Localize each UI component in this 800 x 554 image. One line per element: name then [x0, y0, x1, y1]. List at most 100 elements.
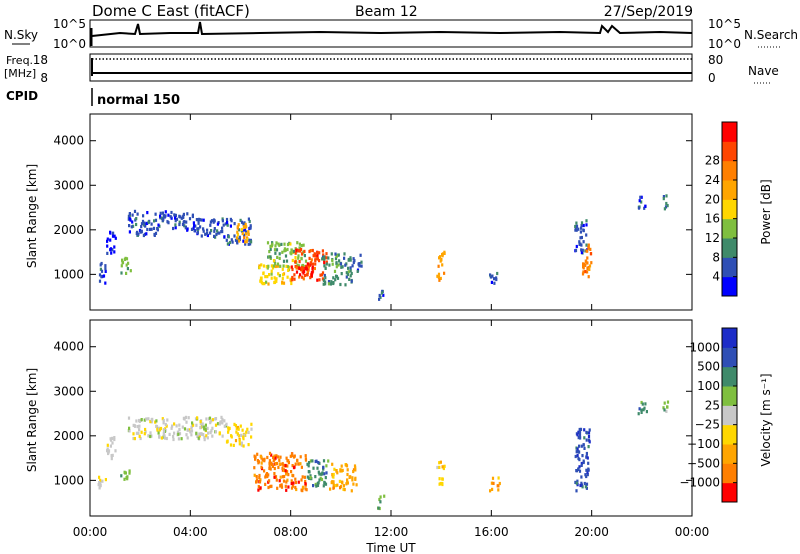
range-cell — [106, 239, 109, 243]
range-cell — [243, 233, 246, 237]
range-cell — [287, 268, 290, 272]
range-cell — [142, 214, 145, 218]
range-cell — [332, 483, 335, 487]
range-cell — [203, 438, 206, 442]
range-cell — [223, 424, 226, 428]
range-cell — [307, 476, 311, 480]
range-cell — [102, 274, 106, 278]
range-cell — [203, 427, 206, 431]
colorbar-tick-label: 4 — [712, 270, 720, 284]
x-tick-label: 04:00 — [173, 525, 208, 539]
range-cell — [585, 430, 588, 434]
range-cell — [665, 409, 668, 413]
range-cell — [578, 427, 581, 432]
freq-left-tick-top: 18 — [33, 53, 48, 67]
range-cell — [233, 422, 236, 426]
range-cell — [439, 276, 442, 280]
range-cell — [303, 475, 306, 479]
range-cell — [581, 248, 584, 252]
range-cell — [120, 271, 123, 275]
range-cell — [334, 484, 337, 488]
range-cell — [582, 223, 585, 228]
range-cell — [315, 484, 318, 488]
range-cell — [287, 473, 290, 477]
range-cell — [322, 484, 325, 488]
range-cell — [164, 427, 167, 431]
range-cell — [308, 249, 311, 254]
range-cell — [239, 424, 242, 428]
colorbar-swatch — [722, 199, 737, 220]
range-cell — [666, 204, 669, 208]
range-cell — [282, 463, 285, 467]
range-cell — [292, 455, 296, 459]
range-cell — [262, 264, 266, 268]
range-cell — [250, 422, 253, 426]
range-cell — [644, 402, 647, 406]
range-cell — [202, 433, 205, 437]
range-cell — [301, 489, 304, 493]
range-cell — [149, 434, 152, 439]
time-x-axis: 00:00 04:00 08:00 12:00 16:00 20:00 00:00 — [73, 114, 709, 539]
range-cell — [187, 416, 190, 420]
range-cell — [585, 243, 588, 247]
range-cell — [584, 485, 587, 489]
range-cell — [282, 468, 285, 473]
range-cell — [332, 276, 335, 280]
cpid-label: CPID — [6, 89, 38, 103]
colorbar-tick-label: 24 — [705, 173, 720, 187]
range-cell — [265, 280, 268, 284]
range-cell — [133, 424, 136, 428]
range-cell — [240, 220, 244, 224]
range-cell — [300, 247, 303, 252]
range-cell — [178, 428, 181, 432]
range-cell — [267, 255, 270, 259]
range-cell — [233, 234, 236, 238]
range-cell — [206, 228, 209, 232]
range-cell — [334, 252, 337, 256]
range-cell — [583, 446, 586, 450]
y-tick-label: 1000 — [53, 267, 84, 281]
range-cell — [244, 240, 247, 244]
range-cell — [585, 233, 588, 237]
range-cell — [154, 231, 158, 235]
range-cell — [582, 459, 585, 463]
y-tick-label: 4000 — [53, 134, 84, 148]
range-cell — [114, 236, 117, 240]
range-cell — [249, 224, 252, 228]
range-cell — [270, 276, 273, 280]
range-cell — [333, 467, 336, 471]
range-cell — [279, 484, 282, 488]
range-cell — [276, 486, 279, 490]
range-cell — [190, 429, 194, 433]
range-cell — [291, 258, 294, 263]
range-cell — [284, 484, 287, 488]
range-cell — [294, 251, 297, 255]
range-cell — [260, 263, 263, 267]
range-cell — [237, 427, 240, 431]
range-cell — [320, 477, 324, 482]
range-cell — [312, 254, 315, 258]
nave-label: Nave — [748, 64, 779, 78]
range-cell — [280, 483, 283, 487]
range-cell — [353, 464, 357, 468]
range-cell — [306, 273, 309, 277]
range-cell — [350, 489, 353, 493]
range-cell — [354, 476, 357, 480]
range-cell — [135, 222, 138, 227]
range-cell — [300, 478, 303, 482]
range-cell — [274, 456, 277, 460]
range-cell — [139, 436, 142, 441]
range-cell — [323, 273, 326, 278]
range-cell — [322, 282, 325, 286]
range-cell — [289, 278, 292, 283]
range-cell — [266, 455, 269, 460]
range-cell — [491, 274, 494, 278]
range-cell — [286, 464, 289, 468]
range-cell — [582, 240, 585, 244]
range-cell — [204, 423, 207, 427]
range-cell — [308, 256, 311, 260]
range-cell — [243, 236, 246, 240]
range-cell — [335, 261, 338, 265]
range-cell — [383, 494, 386, 498]
range-cell — [265, 473, 268, 477]
